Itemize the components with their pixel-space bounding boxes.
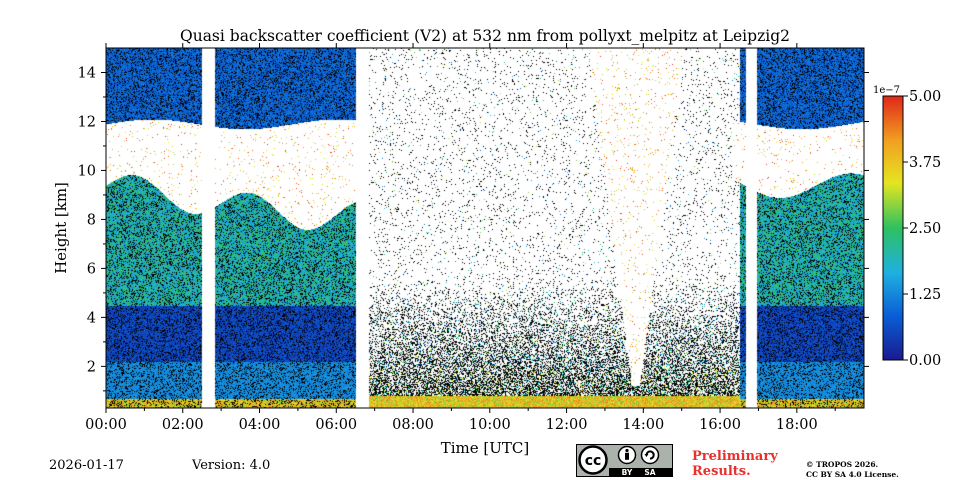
y-tick-label-1: 4 [87, 310, 96, 326]
by-icon: BY [617, 445, 637, 477]
x-tick-label-7: 14:00 [622, 417, 664, 433]
x-tick-label-9: 18:00 [776, 417, 818, 433]
colorbar-tick-label-1: 1.25 [909, 287, 941, 303]
preliminary-line-1: Preliminary [692, 449, 778, 464]
date-label: 2026-01-17 [49, 458, 124, 473]
y-tick-label-2: 6 [87, 261, 96, 277]
y-axis: 2 4 6 8 10 12 14 [78, 65, 869, 392]
y-tick-label-0: 2 [87, 359, 96, 375]
cc-by-sa-badge[interactable]: cc BY SA [576, 444, 673, 477]
preliminary-line-2: Results. [692, 464, 751, 479]
x-tick-label-8: 16:00 [699, 417, 741, 433]
x-tick-label-6: 12:00 [546, 417, 588, 433]
y-tick-label-6: 14 [78, 65, 96, 81]
x-tick-label-0: 00:00 [85, 417, 127, 433]
svg-text:BY: BY [622, 468, 633, 477]
colorbar-tick-label-0: 0.00 [909, 353, 941, 369]
backscatter-curtain [106, 48, 864, 408]
y-axis-label: Height [km] [52, 182, 70, 274]
colorbar-tick-label-3: 3.75 [909, 155, 941, 171]
x-tick-label-4: 08:00 [392, 417, 434, 433]
colorbar-scale-label: 1e−7 [873, 85, 900, 96]
copyright-notice: © TROPOS 2026. CC BY SA 4.0 License. [806, 460, 899, 480]
copyright-line-1: © TROPOS 2026. [806, 460, 879, 469]
colorbar-tick-label-4: 5.00 [909, 89, 941, 105]
version-label: Version: 4.0 [192, 458, 271, 473]
x-tick-label-5: 10:00 [469, 417, 511, 433]
x-tick-label-1: 02:00 [162, 417, 204, 433]
colorbar-axis: 0.00 1.25 2.50 3.75 5.00 [903, 89, 941, 369]
chart-title: Quasi backscatter coefficient (V2) at 53… [180, 27, 790, 45]
plot-frame [105, 47, 865, 409]
svg-text:cc: cc [585, 453, 602, 469]
colorbar [882, 95, 904, 361]
x-axis-label: Time [UTC] [441, 439, 530, 457]
cc-icon: cc [578, 445, 608, 475]
svg-text:SA: SA [644, 468, 655, 477]
x-axis: 00:00 02:00 04:00 06:00 08:00 10:00 12:00 14:00… [85, 43, 836, 433]
y-tick-label-3: 8 [87, 212, 96, 228]
preliminary-results-note: Preliminary Results. [692, 449, 778, 479]
heatmap-image [106, 48, 864, 408]
x-tick-label-3: 06:00 [315, 417, 357, 433]
copyright-line-2: CC BY SA 4.0 License. [806, 470, 899, 479]
colorbar-tick-label-2: 2.50 [909, 221, 941, 237]
y-tick-label-5: 12 [78, 114, 96, 130]
sa-icon: SA [640, 445, 660, 477]
y-tick-label-4: 10 [78, 163, 96, 179]
x-tick-label-2: 04:00 [239, 417, 281, 433]
